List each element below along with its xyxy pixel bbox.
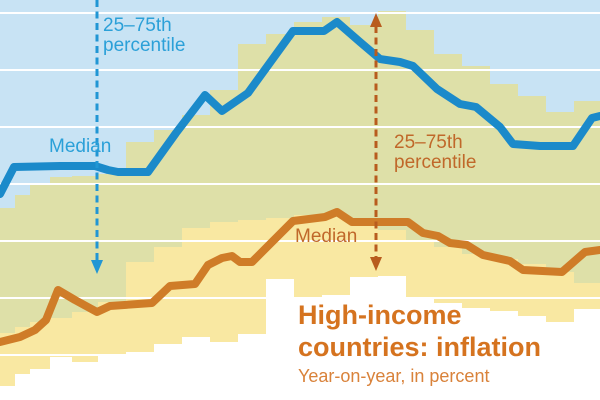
- below-band-column: [15, 374, 30, 400]
- band-overlap-column: [126, 142, 154, 262]
- band-overlap-column: [546, 112, 574, 272]
- blue-percentile-line1: 25–75th: [103, 15, 172, 36]
- chart-title-line1: High-income: [298, 300, 462, 330]
- below-band-column: [406, 297, 434, 400]
- below-band-column: [518, 316, 546, 400]
- band-overlap-column: [294, 22, 322, 215]
- below-band-column: [546, 322, 574, 400]
- below-band-column: [154, 344, 182, 400]
- below-band-column: [50, 357, 72, 400]
- below-band-column: [378, 276, 406, 400]
- yellow-percentile-band-column: [378, 230, 406, 276]
- band-overlap-column: [322, 17, 350, 217]
- chart-subtitle: Year-on-year, in percent: [298, 366, 490, 386]
- blue-percentile-line2: percentile: [103, 35, 186, 56]
- band-overlap-column: [378, 11, 406, 230]
- band-overlap-column: [98, 174, 126, 302]
- orange-band-arrow-down-arrowhead-icon: [370, 257, 382, 271]
- band-overlap-column: [72, 176, 98, 312]
- band-overlap-column: [462, 66, 490, 254]
- yellow-percentile-band-column: [350, 222, 378, 277]
- chart-title-block: High-income countries: inflation Year-on…: [298, 299, 541, 387]
- yellow-percentile-band-column: [406, 240, 434, 297]
- below-band-column: [434, 303, 462, 400]
- orange-median-line: [0, 208, 600, 346]
- band-overlap-column: [0, 208, 15, 333]
- blue-median-line: [0, 18, 600, 198]
- below-band-column: [72, 362, 98, 400]
- orange-percentile-annotation-label: 25–75th percentile: [394, 133, 476, 173]
- below-band-column: [98, 355, 126, 400]
- band-overlap-column: [518, 96, 546, 264]
- below-band-column: [182, 337, 210, 400]
- band-overlap-column: [50, 177, 72, 318]
- yellow-percentile-band-column: [294, 215, 322, 299]
- yellow-percentile-band-column: [434, 247, 462, 303]
- orange-median-label: Median: [295, 226, 358, 247]
- band-overlap-column: [30, 183, 50, 322]
- blue-median-label: Median: [49, 136, 112, 157]
- yellow-percentile-band-column: [322, 217, 350, 295]
- below-band-column: [0, 386, 15, 400]
- below-band-column: [322, 295, 350, 400]
- yellow-percentile-band-column: [72, 312, 98, 362]
- orange-band-arrow-up-arrowhead-icon: [370, 13, 382, 27]
- below-band-column: [30, 369, 50, 400]
- below-band-column: [210, 342, 238, 400]
- blue-percentile-annotation-label: 25–75th percentile: [103, 16, 185, 56]
- below-band-column: [266, 279, 294, 400]
- below-band-column: [126, 352, 154, 400]
- orange-percentile-line2: percentile: [394, 152, 477, 173]
- band-overlap-column: [182, 115, 210, 228]
- chart-title-line2: countries: inflation: [298, 332, 541, 362]
- band-overlap-column: [15, 195, 30, 327]
- yellow-percentile-band-column: [0, 333, 15, 386]
- yellow-percentile-band-column: [238, 220, 266, 334]
- blue-band-arrow-down-arrowhead-icon: [91, 260, 103, 274]
- below-band-column: [238, 334, 266, 400]
- yellow-percentile-band-column: [574, 283, 600, 309]
- band-overlap-column: [490, 84, 518, 259]
- yellow-percentile-band-column: [50, 318, 72, 357]
- orange-percentile-line1: 25–75th: [394, 132, 463, 153]
- below-band-column: [294, 299, 322, 400]
